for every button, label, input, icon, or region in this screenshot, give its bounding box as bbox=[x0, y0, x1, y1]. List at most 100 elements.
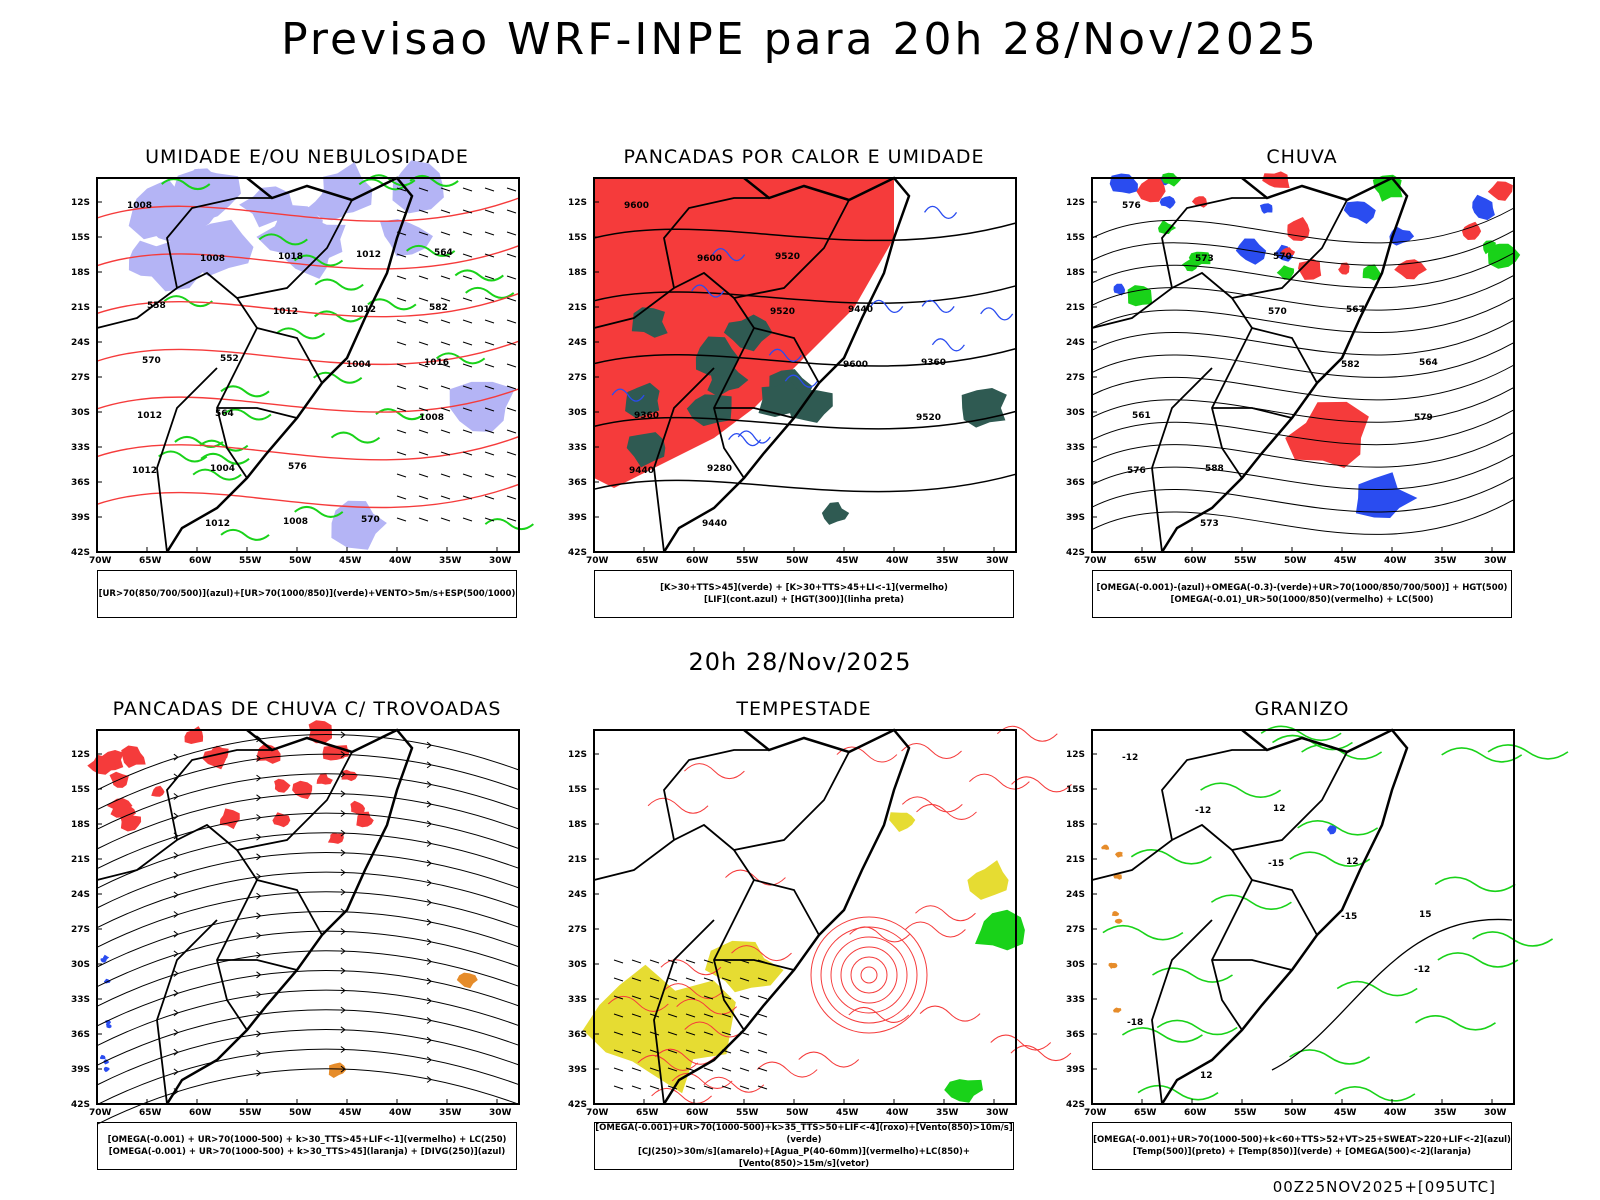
latitude-label: 21S bbox=[568, 303, 587, 313]
country-border bbox=[753, 327, 820, 384]
wind-vector bbox=[418, 363, 429, 368]
wind-vector bbox=[418, 253, 429, 258]
contour-label: 9440 bbox=[702, 519, 727, 529]
streamline-arrow bbox=[340, 1026, 346, 1034]
rain-area bbox=[1235, 238, 1267, 265]
contour-label: -12 bbox=[1195, 806, 1211, 816]
streamline bbox=[96, 989, 520, 1047]
temperature-850-contour bbox=[1297, 820, 1379, 836]
latitude-label: 39S bbox=[71, 513, 90, 523]
contour-label: 1012 bbox=[351, 305, 376, 315]
omega-area bbox=[1101, 844, 1110, 850]
streamline-arrow bbox=[426, 918, 432, 926]
country-border bbox=[1161, 749, 1267, 841]
wind-vector bbox=[418, 297, 429, 302]
latitude-label: 21S bbox=[1066, 855, 1085, 865]
heat-shower-area bbox=[723, 314, 773, 352]
latitude-label: 15S bbox=[568, 785, 587, 795]
omega-area bbox=[1110, 963, 1118, 969]
wind-vector bbox=[440, 363, 451, 368]
streamline-850 bbox=[756, 1061, 818, 1078]
wind-vector bbox=[440, 429, 451, 434]
lifted-index-contour bbox=[921, 299, 955, 313]
legend-text: [K>30+TTS>45](verde) + [K>30+TTS>45+LI<-… bbox=[660, 583, 948, 593]
coastline bbox=[1160, 176, 1409, 553]
map-layers bbox=[582, 725, 1072, 1105]
height-contour bbox=[593, 222, 1017, 242]
temperature-850-contour bbox=[1102, 924, 1184, 941]
latitude-label: 18S bbox=[568, 820, 587, 830]
wind-vector bbox=[396, 253, 407, 258]
heat-shower-area bbox=[961, 388, 1007, 428]
omega-area bbox=[1113, 1007, 1122, 1013]
contour-label: 9360 bbox=[634, 411, 659, 421]
rain-area bbox=[1285, 401, 1369, 468]
streamline bbox=[96, 1068, 520, 1125]
geopotential-contour bbox=[1091, 274, 1515, 311]
wind-vector bbox=[484, 407, 495, 412]
latitude-label: 21S bbox=[71, 855, 90, 865]
longitude-label: 50W bbox=[1284, 556, 1307, 566]
streamline-850 bbox=[647, 797, 709, 814]
thickness-contour bbox=[96, 245, 520, 270]
wind-vector bbox=[418, 341, 429, 346]
wind-vector bbox=[757, 1031, 768, 1036]
latitude-label: 30S bbox=[71, 960, 90, 970]
streamline-arrow bbox=[340, 1065, 346, 1073]
main-title: Previsao WRF-INPE para 20h 28/Nov/2025 bbox=[281, 14, 1319, 65]
streamline-arrow bbox=[173, 812, 179, 820]
rain-area bbox=[1298, 258, 1322, 280]
streamline-arrow bbox=[256, 1050, 262, 1057]
contour-label: -15 bbox=[1341, 912, 1357, 922]
wind-vector bbox=[484, 253, 495, 258]
humidity-contour bbox=[314, 278, 364, 291]
wind-vector bbox=[649, 1067, 660, 1072]
streamline-arrow bbox=[256, 833, 262, 841]
contour-label: 564 bbox=[215, 409, 234, 419]
legend-text: [Temp(500)](preto) + [Temp(850)](verde) … bbox=[1132, 1147, 1472, 1157]
wind-vector bbox=[440, 473, 451, 478]
wind-vector bbox=[721, 977, 732, 982]
forecast-map: -12 -12 -15 -15 -12 -18 12 12 12 15 12S 15S 18S 21S 24… bbox=[1066, 725, 1569, 1118]
wind-vector bbox=[703, 995, 714, 1000]
longitude-label: 55W bbox=[736, 556, 759, 566]
height-contour bbox=[593, 473, 1017, 493]
country-border bbox=[653, 919, 715, 1105]
wind-vector bbox=[484, 451, 495, 456]
wind-vector bbox=[396, 319, 407, 324]
longitude-label: 65W bbox=[139, 1108, 162, 1118]
longitude-label: 70W bbox=[89, 1108, 112, 1118]
contour-label: 576 bbox=[1122, 201, 1141, 211]
wind-vector bbox=[462, 495, 473, 500]
wind-vector bbox=[506, 341, 517, 346]
country-border bbox=[663, 197, 769, 289]
humidity-contour bbox=[199, 439, 249, 452]
streamline-850 bbox=[607, 995, 669, 1012]
wind-vector bbox=[484, 495, 495, 500]
wind-vector bbox=[484, 517, 495, 522]
rain-area bbox=[1259, 203, 1273, 214]
contour-label: 1004 bbox=[210, 464, 235, 474]
lifted-index-contour bbox=[611, 388, 645, 402]
wind-vector bbox=[685, 995, 696, 1000]
longitude-label: 30W bbox=[1484, 1108, 1507, 1118]
jet-stream-area bbox=[967, 860, 1009, 900]
country-border bbox=[96, 823, 259, 1031]
lifted-index-contour bbox=[923, 205, 958, 220]
wind-vector bbox=[440, 385, 451, 390]
latitude-label: 15S bbox=[568, 233, 587, 243]
contour-label: 9600 bbox=[843, 360, 868, 370]
contour-label: 1012 bbox=[273, 307, 298, 317]
lifted-index-contour bbox=[712, 248, 746, 262]
streamline bbox=[96, 1028, 520, 1086]
wind-vector bbox=[462, 209, 473, 214]
contour-label: 561 bbox=[1132, 411, 1151, 421]
country-border bbox=[217, 407, 298, 419]
wind-vector bbox=[418, 473, 429, 478]
streamline-arrow bbox=[256, 814, 262, 821]
legend-box: [UR>70(850/700/500)](azul)+[UR>70(1000/8… bbox=[97, 570, 517, 618]
cyclone-streamline bbox=[820, 926, 918, 1024]
streamline bbox=[96, 1009, 520, 1066]
longitude-label: 35W bbox=[936, 556, 959, 566]
longitude-label: 35W bbox=[439, 1108, 462, 1118]
